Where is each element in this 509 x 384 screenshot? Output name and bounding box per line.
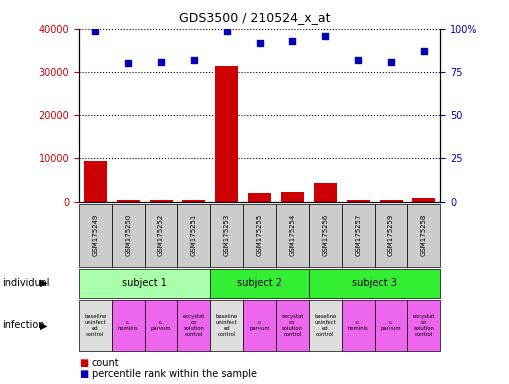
- Text: GSM175255: GSM175255: [257, 214, 263, 257]
- Bar: [380, 200, 403, 202]
- Text: GSM175257: GSM175257: [355, 214, 361, 257]
- Bar: [215, 66, 238, 202]
- Text: ▶: ▶: [40, 278, 47, 288]
- Bar: [347, 200, 370, 202]
- Point: [387, 58, 395, 65]
- Text: GDS3500 / 210524_x_at: GDS3500 / 210524_x_at: [179, 12, 330, 25]
- Text: excystat
on
solution
control: excystat on solution control: [183, 314, 205, 337]
- Text: GSM175252: GSM175252: [158, 214, 164, 257]
- Bar: [117, 200, 139, 202]
- Text: GSM175256: GSM175256: [322, 214, 328, 257]
- Text: baseline
uninfect
ed
control: baseline uninfect ed control: [216, 314, 238, 337]
- Text: ▶: ▶: [40, 320, 47, 331]
- Point: [256, 40, 264, 46]
- Text: GSM175251: GSM175251: [191, 214, 197, 257]
- Text: baseline
uninfect
ed
control: baseline uninfect ed control: [84, 314, 106, 337]
- Text: GSM175250: GSM175250: [125, 214, 131, 257]
- Text: subject 3: subject 3: [352, 278, 397, 288]
- Text: c.
parvum: c. parvum: [151, 320, 172, 331]
- Bar: [150, 200, 173, 202]
- Bar: [182, 200, 205, 202]
- Text: baseline
uninfect
ed
control: baseline uninfect ed control: [314, 314, 336, 337]
- Text: GSM175258: GSM175258: [421, 214, 427, 257]
- Text: individual: individual: [3, 278, 50, 288]
- Text: GSM175249: GSM175249: [92, 214, 98, 257]
- Bar: [412, 198, 435, 202]
- Point: [289, 38, 297, 44]
- Text: c.
hominis: c. hominis: [118, 320, 138, 331]
- Text: excystat
on
solution
control: excystat on solution control: [413, 314, 435, 337]
- Text: c.
parvum: c. parvum: [249, 320, 270, 331]
- Text: count: count: [92, 358, 119, 368]
- Text: GSM175253: GSM175253: [224, 214, 230, 257]
- Bar: [281, 192, 304, 202]
- Text: subject 2: subject 2: [237, 278, 282, 288]
- Point: [91, 27, 99, 33]
- Point: [124, 60, 132, 66]
- Point: [222, 27, 231, 33]
- Point: [420, 48, 428, 54]
- Text: GSM175254: GSM175254: [290, 214, 295, 257]
- Text: percentile rank within the sample: percentile rank within the sample: [92, 369, 257, 379]
- Text: infection: infection: [3, 320, 45, 331]
- Bar: [84, 161, 107, 202]
- Point: [190, 57, 198, 63]
- Text: c.
hominis: c. hominis: [348, 320, 369, 331]
- Point: [157, 58, 165, 65]
- Point: [321, 33, 329, 39]
- Text: subject 1: subject 1: [122, 278, 167, 288]
- Bar: [248, 192, 271, 202]
- Text: c.
parvum: c. parvum: [381, 320, 401, 331]
- Text: ■: ■: [79, 358, 88, 368]
- Text: GSM175259: GSM175259: [388, 214, 394, 257]
- Text: excystat
on
solution
control: excystat on solution control: [281, 314, 304, 337]
- Bar: [314, 184, 337, 202]
- Point: [354, 57, 362, 63]
- Text: ■: ■: [79, 369, 88, 379]
